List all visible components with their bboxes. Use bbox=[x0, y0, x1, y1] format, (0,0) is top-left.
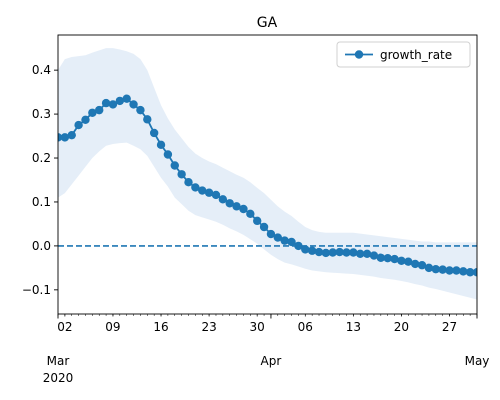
chart-title: GA bbox=[257, 15, 278, 31]
growth-rate-point bbox=[307, 246, 317, 255]
x-year-label: 2020 bbox=[43, 371, 74, 385]
growth-rate-point bbox=[232, 202, 241, 211]
y-tick-label: 0.3 bbox=[32, 107, 51, 121]
x-tick-label: 06 bbox=[298, 320, 313, 334]
growth-rate-point bbox=[259, 222, 269, 232]
growth-rate-point bbox=[95, 105, 104, 115]
growth-rate-point bbox=[184, 177, 193, 187]
growth-rate-point bbox=[294, 241, 303, 251]
growth-rate-point bbox=[424, 263, 434, 273]
legend-marker-swatch bbox=[354, 50, 364, 59]
x-tick-label: 13 bbox=[346, 320, 361, 334]
growth-rate-point bbox=[369, 251, 379, 260]
growth-rate-point bbox=[108, 100, 118, 109]
growth-rate-point bbox=[122, 94, 131, 103]
growth-rate-point bbox=[438, 265, 447, 274]
growth-rate-point bbox=[301, 245, 310, 254]
legend-box bbox=[336, 41, 471, 68]
x-month-label: May bbox=[465, 354, 490, 368]
axes-frame bbox=[57, 34, 478, 315]
plot-area bbox=[57, 34, 478, 315]
growth-rate-point bbox=[60, 133, 70, 142]
growth-rate-point bbox=[211, 190, 221, 200]
growth-rate-point bbox=[81, 115, 90, 124]
growth-rate-point bbox=[129, 100, 138, 109]
growth-rate-point bbox=[177, 170, 186, 179]
growth-rate-point bbox=[431, 264, 440, 274]
growth-rate-point bbox=[156, 140, 166, 150]
growth-rate-point bbox=[198, 186, 207, 195]
growth-rate-point bbox=[410, 259, 420, 269]
x-month-label: Apr bbox=[261, 354, 282, 368]
x-tick-label: 23 bbox=[201, 320, 216, 334]
growth-rate-point bbox=[88, 108, 97, 117]
growth-rate-point bbox=[252, 216, 262, 226]
growth-rate-point bbox=[115, 96, 125, 106]
growth-rate-point bbox=[321, 248, 331, 258]
growth-rate-point bbox=[136, 105, 145, 115]
growth-rate-point bbox=[143, 115, 152, 124]
growth-rate-point bbox=[149, 128, 159, 138]
axis-ticks: −0.1 0.0 0.1 0.2 0.3 0.4 02 09 16 23 30 06 13 20 27 Mar… bbox=[22, 63, 490, 385]
legend: growth_rate bbox=[336, 41, 471, 68]
growth-rate-point bbox=[328, 248, 337, 257]
y-tick-label: 0.4 bbox=[32, 63, 51, 77]
growth-rate-point bbox=[335, 247, 344, 257]
growth-rate-point bbox=[390, 254, 399, 264]
growth-rate-point bbox=[349, 248, 358, 257]
growth-rate-point bbox=[362, 249, 372, 259]
x-tick-label: 09 bbox=[105, 320, 120, 334]
y-tick-label: 0.2 bbox=[32, 151, 51, 165]
growth-rate-point bbox=[273, 233, 283, 242]
growth-rate-point bbox=[58, 133, 63, 142]
growth-rate-point bbox=[280, 236, 289, 245]
growth-rate-point bbox=[445, 266, 454, 275]
growth-rate-point bbox=[376, 253, 386, 262]
growth-rate-point bbox=[239, 204, 248, 214]
growth-rate-point bbox=[342, 248, 351, 257]
growth-rate-point bbox=[246, 209, 255, 219]
x-month-label: Mar bbox=[47, 354, 70, 368]
growth-rate-point bbox=[163, 150, 173, 159]
growth-rate-point bbox=[170, 161, 179, 170]
legend-label: growth_rate bbox=[380, 48, 452, 62]
growth-rate-point bbox=[74, 120, 83, 130]
x-tick-label: 02 bbox=[57, 320, 72, 334]
y-tick-label: −0.1 bbox=[22, 283, 51, 297]
growth-rate-point bbox=[397, 256, 406, 266]
growth-rate-point bbox=[218, 195, 228, 204]
plot-clipped-group bbox=[58, 48, 477, 300]
growth-rate-point bbox=[314, 247, 324, 257]
growth-rate-point bbox=[383, 254, 392, 263]
growth-rate-point bbox=[472, 268, 477, 277]
growth-rate-point bbox=[204, 188, 214, 197]
growth-rate-point bbox=[225, 199, 234, 208]
growth-rate-point bbox=[459, 267, 468, 276]
x-tick-label: 16 bbox=[153, 320, 168, 334]
growth-rate-point bbox=[287, 237, 296, 247]
growth-rate-point bbox=[404, 257, 413, 266]
growth-rate-point bbox=[356, 249, 365, 259]
confidence-band bbox=[58, 48, 477, 300]
growth-rate-point bbox=[266, 229, 276, 239]
x-tick-label: 30 bbox=[250, 320, 265, 334]
growth-rate-point bbox=[191, 183, 200, 192]
x-tick-label: 20 bbox=[394, 320, 409, 334]
y-tick-label: 0.0 bbox=[32, 239, 51, 253]
growth-rate-point bbox=[417, 261, 427, 270]
growth-rate-point bbox=[67, 130, 76, 140]
x-tick-label: 27 bbox=[442, 320, 457, 334]
growth-rate-point bbox=[465, 268, 475, 277]
y-tick-label: 0.1 bbox=[32, 195, 51, 209]
growth-rate-point bbox=[101, 98, 111, 108]
growth-rate-point bbox=[452, 266, 461, 275]
